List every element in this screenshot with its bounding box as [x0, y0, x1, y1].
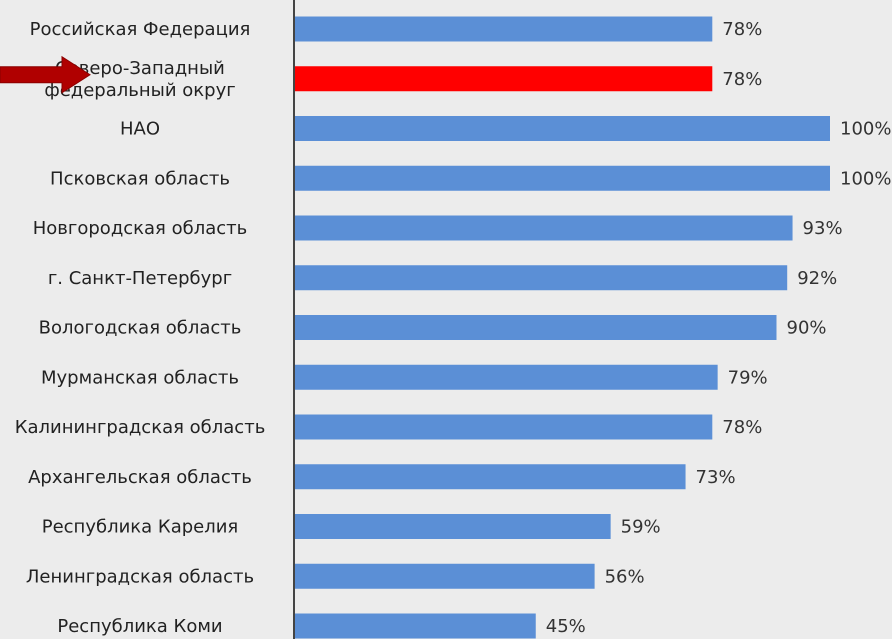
category-label: НАО — [120, 119, 160, 140]
value-label: 45% — [546, 616, 586, 637]
value-label: 92% — [797, 268, 837, 289]
bar — [295, 514, 611, 539]
value-label: 93% — [803, 218, 843, 239]
category-label: г. Санкт-Петербург — [48, 268, 232, 289]
value-label: 59% — [621, 517, 661, 538]
value-label: 78% — [722, 417, 762, 438]
value-label: 100% — [840, 168, 891, 189]
bar — [295, 166, 830, 191]
value-label: 100% — [840, 119, 891, 140]
value-label: 56% — [605, 566, 645, 587]
bar — [295, 614, 536, 639]
bar — [295, 216, 793, 241]
category-label: Псковская область — [50, 168, 230, 189]
bar — [295, 464, 686, 489]
bar — [295, 315, 777, 340]
bar — [295, 17, 712, 42]
bar — [295, 564, 595, 589]
category-label: Мурманская область — [41, 367, 239, 388]
category-label: Калининградская область — [15, 417, 266, 438]
bar — [295, 365, 718, 390]
bar-highlighted — [295, 66, 712, 91]
bars-group — [295, 17, 830, 639]
value-label: 78% — [722, 19, 762, 40]
category-label: Республика Карелия — [42, 517, 239, 538]
category-label: Вологодская область — [39, 318, 242, 339]
category-labels: Российская ФедерацияСеверо-Западныйфедер… — [15, 19, 266, 637]
value-label: 73% — [696, 467, 736, 488]
value-label: 90% — [787, 318, 827, 339]
category-label: Республика Коми — [57, 616, 222, 637]
category-label: Новгородская область — [33, 218, 248, 239]
category-label: Архангельская область — [28, 467, 252, 488]
value-label: 78% — [722, 69, 762, 90]
bar — [295, 116, 830, 141]
value-label: 79% — [728, 367, 768, 388]
bar — [295, 415, 712, 440]
category-label: Ленинградская область — [26, 566, 254, 587]
category-label: Российская Федерация — [30, 19, 251, 40]
bar — [295, 265, 787, 290]
